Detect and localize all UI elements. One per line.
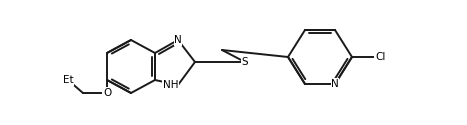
Text: N: N (331, 79, 339, 89)
Text: S: S (242, 57, 248, 67)
Text: Cl: Cl (375, 52, 385, 62)
Text: O: O (103, 88, 111, 98)
Text: NH: NH (163, 80, 178, 90)
Text: N: N (174, 35, 182, 45)
Text: Et: Et (63, 75, 73, 85)
